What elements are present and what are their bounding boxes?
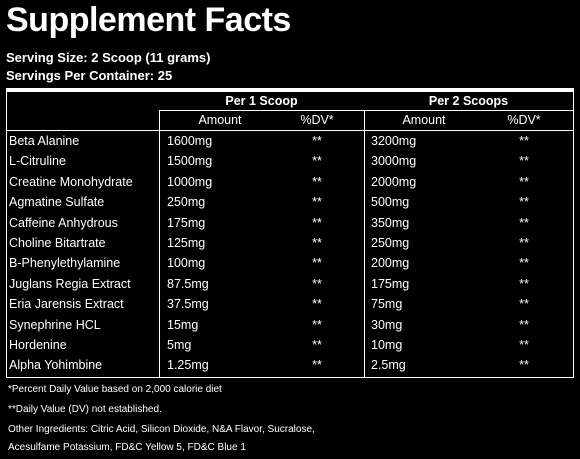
ingredient-name: Creatine Monohydrate — [9, 174, 133, 189]
dv-per-2-scoops: ** — [519, 317, 529, 332]
amount-per-1-scoop: 175mg — [167, 215, 206, 230]
amount-per-1-scoop: 15mg — [167, 317, 199, 332]
dv-per-2-scoops: ** — [519, 134, 529, 148]
ingredient-name: Synephrine HCL — [9, 317, 101, 332]
amount-per-1-scoop: 100mg — [167, 256, 206, 271]
amount-per-2-scoops: 350mg — [371, 215, 410, 230]
group-underline-2 — [364, 110, 573, 111]
dv-per-2-scoops: ** — [519, 215, 529, 230]
amount-per-2-scoops: 175mg — [371, 276, 410, 291]
dv-per-2-scoops: ** — [519, 338, 529, 352]
amount-per-1-scoop: 5mg — [167, 338, 192, 352]
amount-header-2: Amount — [402, 113, 446, 127]
amount-per-2-scoops: 30mg — [371, 317, 403, 332]
panel-title: Supplement Facts — [6, 1, 291, 39]
servings-per-container: Servings Per Container: 25 — [6, 68, 173, 83]
dv-per-1-scoop: ** — [312, 338, 322, 352]
dv-per-1-scoop: ** — [312, 236, 322, 250]
dv-per-2-scoops: ** — [519, 256, 529, 271]
footnote-dv-not-established: **Daily Value (DV) not established. — [8, 404, 162, 415]
ingredient-name: B-Phenylethylamine — [9, 256, 121, 271]
dv-per-2-scoops: ** — [519, 358, 529, 373]
amount-per-2-scoops: 500mg — [371, 195, 410, 210]
dv-per-1-scoop: ** — [312, 134, 322, 148]
column-divider-1 — [159, 110, 160, 378]
serving-size: Serving Size: 2 Scoop (11 grams) — [6, 50, 211, 65]
dv-per-2-scoops: ** — [519, 195, 529, 210]
ingredient-name: Eria Jarensis Extract — [9, 297, 124, 312]
amount-per-1-scoop: 250mg — [167, 195, 206, 210]
table-right-border — [573, 88, 574, 378]
group-header-per-1-scoop: Per 1 Scoop — [225, 94, 298, 108]
header-rule — [6, 130, 574, 131]
amount-per-2-scoops: 250mg — [371, 236, 410, 250]
table-left-border — [6, 88, 7, 378]
dv-per-2-scoops: ** — [519, 297, 529, 312]
dv-per-1-scoop: ** — [312, 276, 322, 291]
amount-per-1-scoop: 1000mg — [167, 174, 213, 189]
amount-header-1: Amount — [198, 113, 242, 127]
dv-per-1-scoop: ** — [312, 174, 322, 189]
ingredient-name: Alpha Yohimbine — [9, 358, 103, 373]
amount-per-1-scoop: 125mg — [167, 236, 206, 250]
ingredient-name: L-Citruline — [9, 154, 66, 169]
amount-per-1-scoop: 37.5mg — [167, 297, 209, 312]
dv-per-2-scoops: ** — [519, 236, 529, 250]
amount-per-1-scoop: 1500mg — [167, 154, 213, 169]
dv-per-1-scoop: ** — [312, 215, 322, 230]
dv-per-1-scoop: ** — [312, 256, 322, 271]
table-bottom-rule — [6, 377, 574, 378]
amount-per-2-scoops: 200mg — [371, 256, 410, 271]
other-ingredients-line-1: Other Ingredients: Citric Acid, Silicon … — [8, 424, 315, 435]
dv-per-2-scoops: ** — [519, 174, 529, 189]
ingredient-name: Agmatine Sulfate — [9, 195, 105, 210]
amount-per-1-scoop: 1600mg — [167, 134, 213, 148]
dv-per-2-scoops: ** — [519, 276, 529, 291]
amount-per-2-scoops: 3000mg — [371, 154, 417, 169]
dv-per-1-scoop: ** — [312, 154, 322, 169]
dv-per-2-scoops: ** — [519, 154, 529, 169]
dv-per-1-scoop: ** — [312, 317, 322, 332]
dv-per-1-scoop: ** — [312, 195, 322, 210]
amount-per-2-scoops: 75mg — [371, 297, 403, 312]
amount-per-2-scoops: 2000mg — [371, 174, 417, 189]
ingredient-name: Choline Bitartrate — [9, 236, 106, 250]
dv-header-1: %DV* — [300, 113, 334, 127]
ingredient-name: Caffeine Anhydrous — [9, 215, 118, 230]
amount-per-2-scoops: 10mg — [371, 338, 403, 352]
dv-header-2: %DV* — [507, 113, 541, 127]
group-header-per-2-scoops: Per 2 Scoops — [428, 94, 509, 108]
dv-per-1-scoop: ** — [312, 297, 322, 312]
ingredient-name: Juglans Regia Extract — [9, 276, 131, 291]
column-divider-2 — [364, 110, 365, 378]
other-ingredients-line-2: Acesulfame Potassium, FD&C Yellow 5, FD&… — [8, 442, 246, 453]
group-underline-1 — [159, 110, 364, 111]
thick-divider — [6, 88, 574, 92]
amount-per-2-scoops: 3200mg — [371, 134, 417, 148]
ingredient-name: Hordenine — [9, 338, 67, 352]
amount-per-2-scoops: 2.5mg — [371, 358, 406, 373]
amount-per-1-scoop: 1.25mg — [167, 358, 209, 373]
dv-per-1-scoop: ** — [312, 358, 322, 373]
ingredient-name: Beta Alanine — [9, 134, 80, 148]
amount-per-1-scoop: 87.5mg — [167, 276, 209, 291]
footnote-percent-dv: *Percent Daily Value based on 2,000 calo… — [8, 384, 222, 395]
